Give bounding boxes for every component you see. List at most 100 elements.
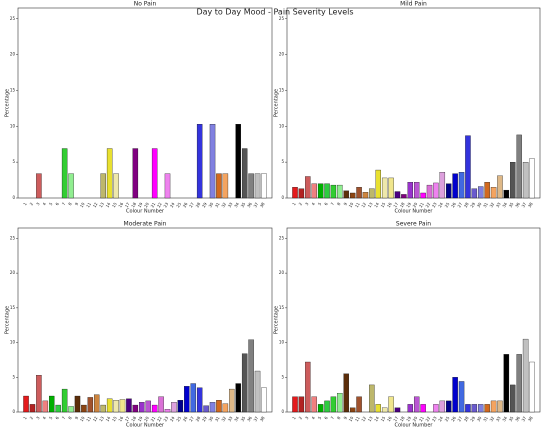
x-tick-label: 14	[373, 415, 380, 422]
bar	[235, 124, 241, 199]
y-tick-label: 5	[281, 159, 284, 164]
bar	[254, 173, 261, 199]
bar	[222, 173, 229, 199]
bar	[254, 370, 261, 413]
x-axis-label: Colour Number	[126, 423, 165, 429]
x-axis-label: Colour Number	[395, 209, 434, 215]
x-tick-label: 7	[61, 415, 67, 420]
x-tick-label: 14	[104, 201, 111, 208]
x-tick-label: 8	[336, 201, 342, 206]
y-tick-label: 5	[281, 374, 284, 379]
y-tick-label: 0	[12, 195, 15, 200]
bar	[216, 173, 222, 199]
x-tick-label: 10	[79, 415, 86, 422]
bar	[55, 404, 61, 413]
bar	[529, 158, 535, 199]
y-tick-label: 10	[10, 123, 16, 128]
bar	[375, 404, 381, 413]
x-tick-label: 16	[386, 415, 393, 422]
bar	[177, 400, 184, 413]
y-tick-label: 10	[279, 123, 285, 128]
x-tick-label: 13	[367, 201, 374, 208]
x-tick-label: 21	[150, 415, 157, 422]
bar	[36, 375, 42, 413]
bar	[478, 404, 484, 413]
y-tick-label: 15	[279, 87, 285, 92]
bar	[164, 409, 171, 413]
x-tick-label: 10	[348, 201, 355, 208]
bar	[413, 396, 420, 413]
x-tick-label: 23	[431, 415, 438, 422]
x-tick-label: 8	[67, 201, 73, 206]
x-tick-label: 20	[412, 415, 419, 422]
x-tick-label: 27	[188, 201, 195, 208]
x-tick-label: 3	[35, 415, 41, 420]
x-tick-label: 4	[310, 415, 316, 420]
x-tick-label: 29	[201, 201, 208, 208]
x-tick-label: 1	[22, 415, 28, 420]
x-tick-label: 14	[104, 415, 111, 422]
x-tick-label: 15	[380, 201, 387, 208]
y-tick-label: 20	[10, 52, 16, 57]
x-tick-label: 11	[354, 201, 361, 208]
bar	[324, 400, 330, 413]
x-tick-label: 25	[444, 201, 451, 208]
bar	[68, 406, 74, 413]
bar	[330, 184, 337, 199]
x-tick-label: 23	[431, 201, 438, 208]
bar	[388, 396, 394, 413]
bar	[349, 407, 356, 413]
x-tick-label: 21	[418, 201, 425, 208]
x-tick-label: 7	[61, 201, 67, 206]
bar	[209, 124, 216, 199]
x-tick-label: 5	[317, 415, 323, 420]
x-tick-label: 5	[48, 415, 54, 420]
x-tick-label: 18	[399, 201, 406, 208]
x-tick-label: 33	[227, 201, 234, 208]
bar	[433, 404, 439, 413]
bar	[61, 148, 68, 199]
x-tick-label: 36	[246, 415, 253, 422]
bar	[401, 194, 407, 199]
x-tick-label: 20	[143, 415, 150, 422]
x-tick-label: 20	[143, 201, 150, 208]
bar	[100, 404, 106, 413]
x-tick-label: 17	[124, 201, 131, 208]
x-tick-label: 23	[162, 415, 169, 422]
bar	[298, 188, 305, 199]
bar	[516, 354, 522, 413]
bar	[100, 173, 106, 199]
bar	[203, 405, 209, 413]
x-tick-label: 19	[405, 201, 412, 208]
x-tick-label: 22	[424, 201, 431, 208]
x-tick-label: 3	[304, 201, 310, 206]
x-tick-label: 38	[527, 415, 534, 422]
bar	[478, 186, 484, 199]
x-tick-label: 25	[175, 201, 182, 208]
x-tick-label: 33	[227, 415, 234, 422]
x-tick-label: 30	[207, 201, 214, 208]
x-tick-label: 27	[188, 415, 195, 422]
bar	[184, 386, 190, 413]
x-tick-label: 3	[304, 415, 310, 420]
bar	[407, 404, 414, 413]
x-tick-label: 9	[342, 201, 348, 206]
x-tick-label: 10	[348, 415, 355, 422]
bar	[29, 404, 36, 413]
bar	[139, 402, 145, 413]
bar	[158, 396, 164, 413]
bar	[145, 400, 151, 413]
bar	[42, 400, 49, 413]
x-tick-label: 33	[495, 415, 502, 422]
x-tick-label: 32	[488, 201, 495, 208]
x-tick-label: 34	[233, 201, 240, 208]
x-tick-label: 16	[117, 415, 124, 422]
x-tick-label: 21	[418, 415, 425, 422]
x-tick-label: 30	[476, 201, 483, 208]
x-tick-label: 16	[386, 201, 393, 208]
bar	[196, 124, 203, 199]
x-tick-label: 18	[130, 415, 137, 422]
y-tick-label: 25	[279, 16, 285, 21]
bar	[522, 162, 529, 199]
bar	[222, 403, 229, 413]
